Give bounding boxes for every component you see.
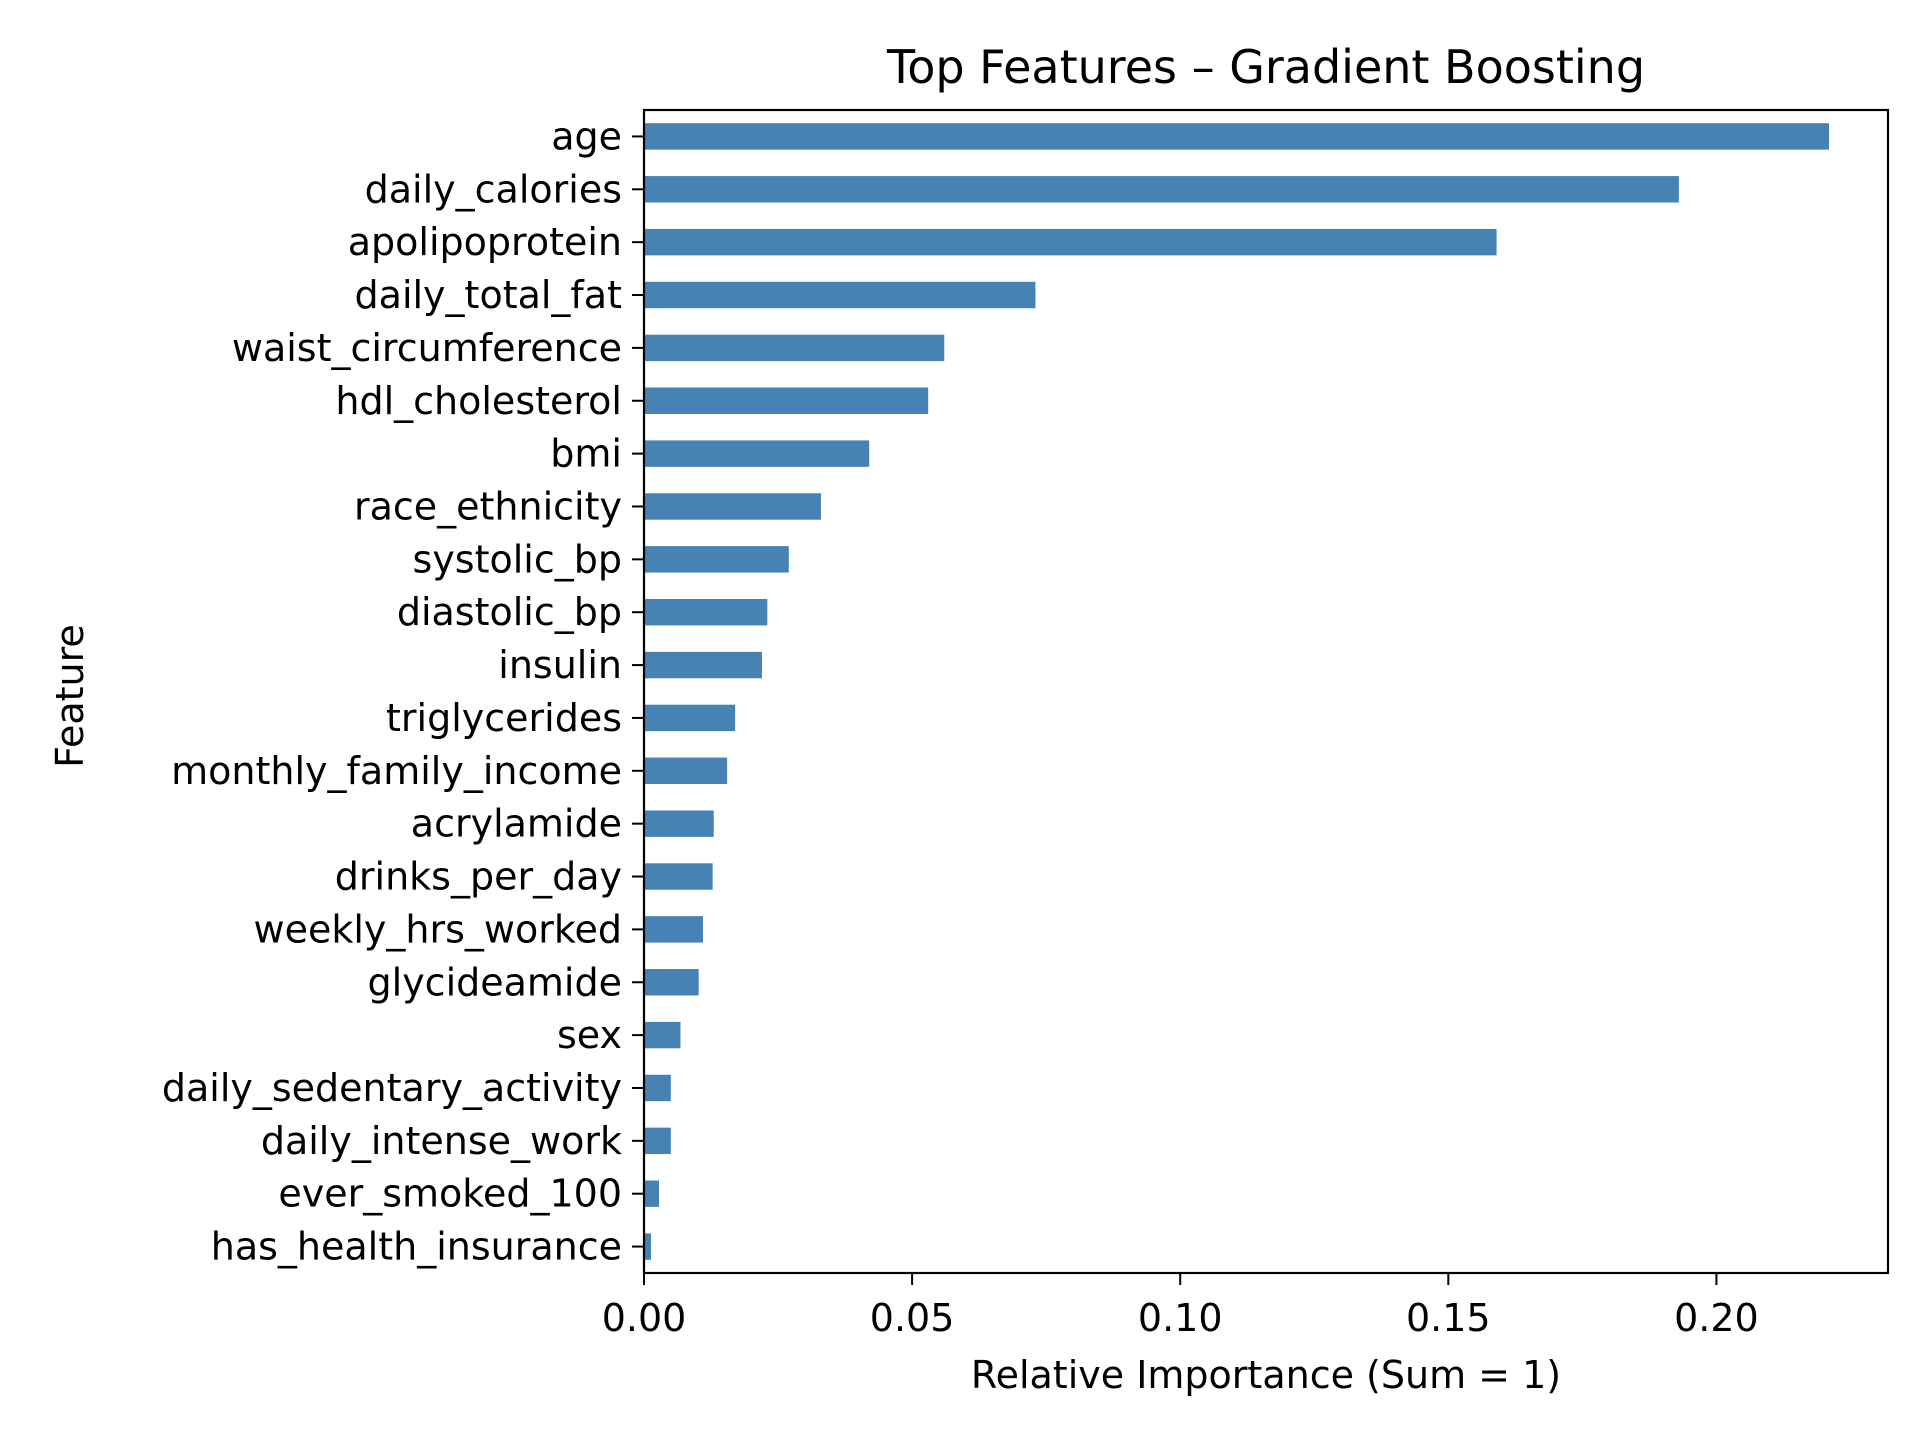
x-axis-label: Relative Importance (Sum = 1): [971, 1353, 1561, 1397]
x-tick-label: 0.05: [870, 1296, 955, 1340]
y-tick-label: race_ethnicity: [354, 484, 622, 528]
y-tick-label: bmi: [550, 432, 622, 476]
y-tick-label: diastolic_bp: [397, 590, 622, 634]
bar-hdl_cholesterol: [644, 387, 929, 414]
y-tick-label: daily_sedentary_activity: [162, 1066, 622, 1110]
y-tick-label: triglycerides: [386, 696, 622, 740]
y-tick-label: systolic_bp: [413, 537, 622, 581]
x-tick-label: 0.10: [1138, 1296, 1223, 1340]
x-tick-label: 0.00: [602, 1296, 687, 1340]
bar-triglycerides: [644, 704, 736, 732]
bar-daily_calories: [644, 176, 1679, 203]
bar-daily_total_fat: [644, 281, 1036, 309]
x-tick-label: 0.15: [1406, 1296, 1491, 1340]
y-axis-ticks: age daily_calories apolipoprotein daily_tot…: [162, 114, 644, 1269]
y-tick-label: apolipoprotein: [348, 220, 622, 264]
bar-race_ethnicity: [644, 493, 821, 520]
bar-acrylamide: [644, 810, 714, 837]
chart-title: Top Features – Gradient Boosting: [886, 40, 1645, 94]
bar-diastolic_bp: [644, 598, 768, 626]
bar-age: [644, 123, 1830, 150]
y-tick-label: daily_intense_work: [261, 1119, 622, 1163]
bar-daily_intense_work: [644, 1127, 671, 1155]
bar-daily_sedentary_activity: [644, 1074, 671, 1102]
y-tick-label: age: [551, 114, 622, 158]
bar-apolipoprotein: [644, 228, 1497, 256]
y-tick-label: monthly_family_income: [171, 749, 622, 793]
bar-systolic_bp: [644, 546, 789, 573]
y-tick-label: hdl_cholesterol: [335, 379, 622, 423]
y-tick-label: ever_smoked_100: [278, 1172, 622, 1216]
y-axis-label: Feature: [48, 624, 92, 768]
bar-insulin: [644, 651, 762, 679]
x-tick-label: 0.20: [1674, 1296, 1759, 1340]
bar-monthly_family_income: [644, 757, 728, 785]
bar-drinks_per_day: [644, 863, 713, 890]
bar-has_health_insurance: [644, 1233, 651, 1260]
y-tick-label: glycideamide: [368, 960, 622, 1004]
y-tick-label: daily_total_fat: [355, 273, 622, 317]
y-tick-label: insulin: [498, 643, 622, 687]
y-tick-label: waist_circumference: [232, 326, 622, 370]
bar-weekly_hrs_worked: [644, 916, 703, 943]
bar-glycideamide: [644, 969, 699, 996]
bar-sex: [644, 1021, 681, 1049]
x-axis-ticks: 0.00 0.05 0.10 0.15 0.20: [602, 1273, 1759, 1340]
bar-ever_smoked_100: [644, 1180, 660, 1207]
y-tick-label: sex: [557, 1013, 622, 1057]
bar-waist_circumference: [644, 334, 945, 362]
y-tick-label: acrylamide: [411, 802, 622, 846]
bars-layer: [644, 123, 1830, 1260]
y-tick-label: weekly_hrs_worked: [254, 907, 623, 951]
y-tick-label: drinks_per_day: [335, 855, 622, 899]
y-tick-label: has_health_insurance: [211, 1225, 622, 1269]
y-tick-label: daily_calories: [365, 167, 622, 211]
bar-bmi: [644, 440, 870, 467]
plot-frame: [642, 108, 1890, 1275]
